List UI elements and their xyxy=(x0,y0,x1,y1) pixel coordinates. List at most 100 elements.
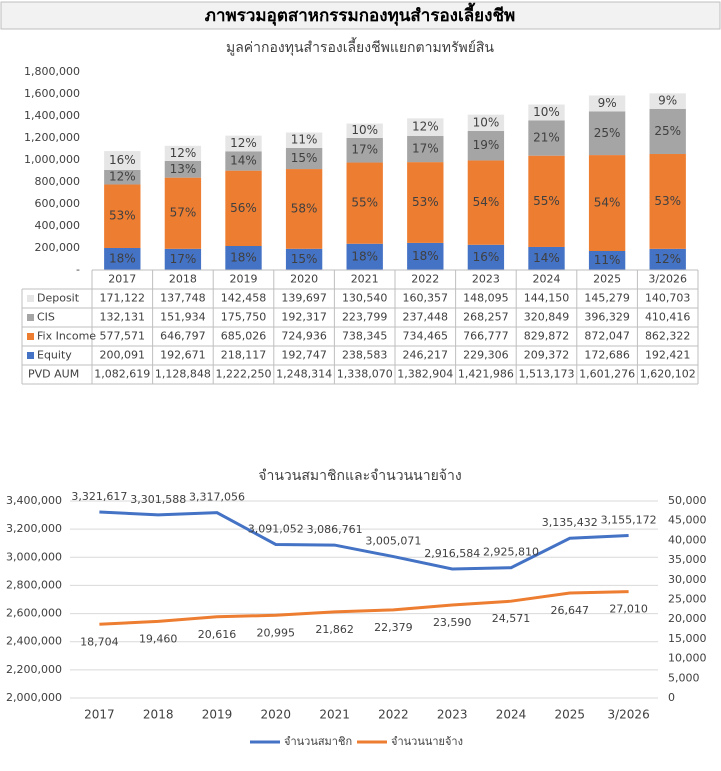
table-cell: 1,248,314 xyxy=(276,368,332,381)
y-tick-label: 3,200,000 xyxy=(6,522,62,535)
y2-tick-label: 10,000 xyxy=(668,652,707,665)
header-bar xyxy=(0,1,721,30)
table-cell: 237,448 xyxy=(403,311,449,324)
share-label: 54% xyxy=(594,196,621,210)
series-line xyxy=(99,510,629,571)
share-label: 10% xyxy=(351,123,378,137)
data-label: 18,704 xyxy=(80,635,119,648)
bar-segment xyxy=(104,184,141,248)
y-tick-label: 800,000 xyxy=(35,175,81,188)
share-label: 57% xyxy=(170,206,197,220)
share-label: 53% xyxy=(412,195,439,209)
y-tick-label: 2,600,000 xyxy=(6,607,62,620)
data-label: 3,005,071 xyxy=(365,535,421,548)
share-label: 15% xyxy=(291,252,318,266)
data-label: 3,155,172 xyxy=(601,513,657,526)
table-cell: 829,872 xyxy=(524,330,570,343)
bar-segment xyxy=(649,108,686,154)
table-cell: 223,799 xyxy=(342,311,388,324)
table-cell: 738,345 xyxy=(342,330,388,343)
bar-segment xyxy=(467,160,505,245)
table-cell: 192,671 xyxy=(160,349,206,362)
share-label: 17% xyxy=(170,252,197,266)
x-tick-label: 2023 xyxy=(472,273,500,286)
legend-label: CIS xyxy=(37,311,55,324)
share-label: 12% xyxy=(230,136,257,150)
data-label: 20,616 xyxy=(198,628,237,641)
share-label: 12% xyxy=(412,120,439,134)
bar-segment xyxy=(467,244,505,270)
x-tick-label: 2017 xyxy=(84,708,115,722)
bar-segment xyxy=(407,136,444,163)
table-cell: 1,382,904 xyxy=(397,368,453,381)
table-cell: 1,620,102 xyxy=(640,368,696,381)
data-label: 3,135,432 xyxy=(542,516,598,529)
share-label: 56% xyxy=(230,201,257,215)
bar-segment xyxy=(285,169,323,249)
chart-title: จำนวนสมาชิกและจำนวนนายจ้าง xyxy=(258,468,461,484)
table-cell: 1,338,070 xyxy=(337,368,393,381)
data-label: 26,647 xyxy=(551,604,590,617)
x-tick-label: 2023 xyxy=(437,708,468,722)
y2-tick-label: 35,000 xyxy=(668,553,707,566)
share-label: 12% xyxy=(109,170,136,184)
bar-segment xyxy=(164,177,202,249)
share-label: 16% xyxy=(109,153,136,167)
bar-segment xyxy=(225,170,262,247)
data-label: 3,301,588 xyxy=(130,493,186,506)
share-label: 11% xyxy=(594,253,621,267)
x-tick-label: 2020 xyxy=(261,708,292,722)
x-tick-label: 2018 xyxy=(143,708,174,722)
table-cell: 132,131 xyxy=(100,311,146,324)
data-label: 23,590 xyxy=(433,616,472,629)
legend-label: Fix Income xyxy=(37,330,96,343)
table-cell: 1,513,173 xyxy=(519,368,575,381)
data-label: 3,091,052 xyxy=(248,522,304,535)
table-cell: 171,122 xyxy=(100,292,146,305)
table-cell: 862,322 xyxy=(645,330,691,343)
bar-segment xyxy=(407,242,444,270)
share-label: 14% xyxy=(230,153,257,167)
table-cell: 246,217 xyxy=(403,349,449,362)
y2-tick-label: 25,000 xyxy=(668,593,707,606)
y-tick-label: 1,400,000 xyxy=(24,109,80,122)
y-tick-label: 2,200,000 xyxy=(6,663,62,676)
x-tick-label: 2025 xyxy=(555,708,586,722)
legend-label: จำนวนนายจ้าง xyxy=(391,735,463,748)
table-cell: 1,222,250 xyxy=(216,368,272,381)
share-label: 55% xyxy=(351,196,378,210)
table-cell: 145,279 xyxy=(584,292,630,305)
share-label: 9% xyxy=(598,96,617,110)
share-label: 15% xyxy=(291,151,318,165)
x-tick-label: 2019 xyxy=(230,273,258,286)
data-label: 2,925,810 xyxy=(483,546,539,559)
table-cell: 142,458 xyxy=(221,292,267,305)
bar-segment xyxy=(407,162,444,243)
y-tick-label: 1,000,000 xyxy=(24,153,80,166)
y-tick-label: 600,000 xyxy=(35,197,81,210)
share-label: 10% xyxy=(473,115,500,129)
table-cell: 766,777 xyxy=(463,330,509,343)
x-tick-label: 2024 xyxy=(496,708,527,722)
table-cell: 200,091 xyxy=(100,349,146,362)
bar-segment xyxy=(225,246,262,270)
y-tick-label: 3,000,000 xyxy=(6,550,62,563)
table-cell: 175,750 xyxy=(221,311,267,324)
bar-segment xyxy=(588,251,626,270)
bar-segment xyxy=(588,111,626,156)
x-tick-label: 3/2026 xyxy=(648,273,687,286)
share-label: 25% xyxy=(654,124,681,138)
bar-segment xyxy=(164,248,202,270)
table-cell: 238,583 xyxy=(342,349,388,362)
data-label: 2,916,584 xyxy=(424,547,480,560)
y-tick-label: 200,000 xyxy=(35,241,81,254)
y-tick-label: 2,800,000 xyxy=(6,578,62,591)
bar-segment xyxy=(104,151,141,170)
share-label: 18% xyxy=(412,249,439,263)
data-label: 24,571 xyxy=(492,612,531,625)
data-label: 3,321,617 xyxy=(71,490,127,503)
bar-segment xyxy=(649,248,686,270)
share-label: 53% xyxy=(654,194,681,208)
table-cell: 1,601,276 xyxy=(579,368,635,381)
bar-segment xyxy=(407,118,444,137)
